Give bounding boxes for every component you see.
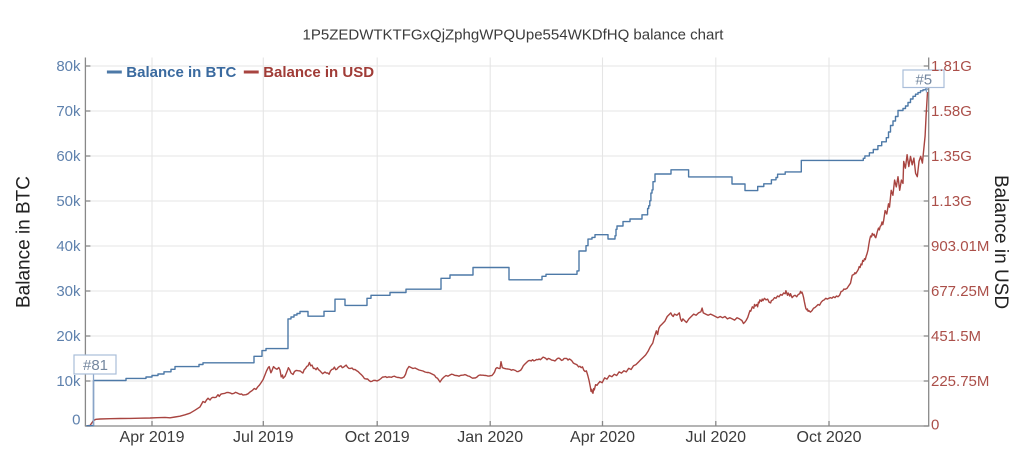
svg-text:225.75M: 225.75M (931, 373, 989, 390)
svg-text:60k: 60k (56, 148, 81, 165)
svg-text:30k: 30k (56, 283, 81, 300)
svg-text:Oct 2019: Oct 2019 (345, 429, 410, 446)
svg-text:1.81G: 1.81G (931, 58, 972, 75)
svg-text:#5: #5 (915, 72, 932, 89)
svg-text:1.35G: 1.35G (931, 148, 972, 165)
svg-text:Apr 2020: Apr 2020 (570, 429, 635, 446)
svg-text:40k: 40k (56, 238, 81, 255)
svg-text:Balance in BTC: Balance in BTC (126, 64, 236, 81)
svg-text:Balance in USD: Balance in USD (990, 175, 1011, 309)
svg-text:Balance in USD: Balance in USD (263, 64, 374, 81)
svg-text:80k: 80k (56, 58, 81, 75)
svg-text:20k: 20k (56, 328, 81, 345)
svg-text:1.13G: 1.13G (931, 193, 972, 210)
svg-text:Apr 2019: Apr 2019 (120, 429, 185, 446)
svg-text:903.01M: 903.01M (931, 238, 989, 255)
svg-text:Balance in BTC: Balance in BTC (14, 176, 35, 308)
svg-text:1P5ZEDWTKTFGxQjZphgWPQUpe554WK: 1P5ZEDWTKTFGxQjZphgWPQUpe554WKDfHQ balan… (303, 27, 725, 44)
svg-text:10k: 10k (56, 373, 81, 390)
svg-text:Jul 2020: Jul 2020 (686, 429, 747, 446)
svg-text:451.5M: 451.5M (931, 328, 981, 345)
svg-text:#81: #81 (83, 357, 108, 374)
svg-text:0: 0 (72, 412, 80, 429)
svg-text:70k: 70k (56, 103, 81, 120)
svg-text:Jul 2019: Jul 2019 (233, 429, 294, 446)
svg-text:50k: 50k (56, 193, 81, 210)
svg-text:0: 0 (931, 417, 939, 434)
svg-text:677.25M: 677.25M (931, 283, 989, 300)
svg-text:Jan 2020: Jan 2020 (457, 429, 523, 446)
svg-text:1.58G: 1.58G (931, 103, 972, 120)
svg-text:Oct 2020: Oct 2020 (797, 429, 862, 446)
